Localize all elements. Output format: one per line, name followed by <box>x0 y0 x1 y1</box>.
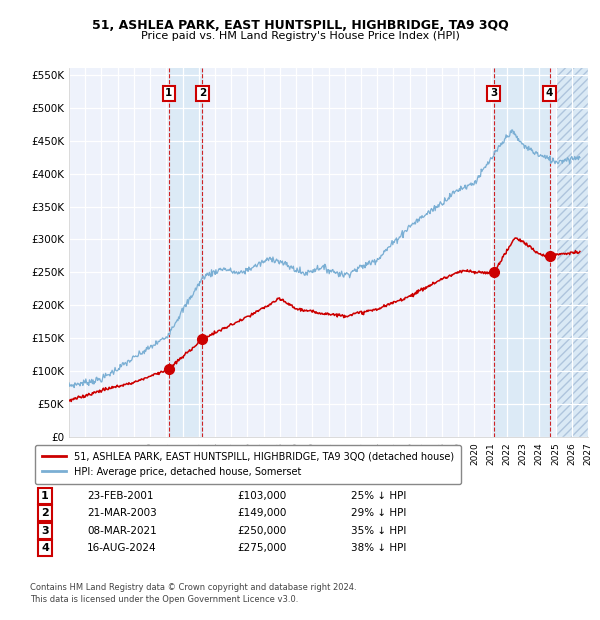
Text: £103,000: £103,000 <box>237 491 286 501</box>
Text: This data is licensed under the Open Government Licence v3.0.: This data is licensed under the Open Gov… <box>30 595 298 604</box>
Text: 35% ↓ HPI: 35% ↓ HPI <box>351 526 406 536</box>
Text: 2: 2 <box>41 508 49 518</box>
Text: Price paid vs. HM Land Registry's House Price Index (HPI): Price paid vs. HM Land Registry's House … <box>140 31 460 41</box>
Text: £275,000: £275,000 <box>237 543 286 553</box>
Text: 38% ↓ HPI: 38% ↓ HPI <box>351 543 406 553</box>
Bar <box>494 68 550 437</box>
Bar <box>169 68 202 437</box>
Text: 23-FEB-2001: 23-FEB-2001 <box>87 491 154 501</box>
Text: 1: 1 <box>41 491 49 501</box>
Text: 08-MAR-2021: 08-MAR-2021 <box>87 526 157 536</box>
Text: 16-AUG-2024: 16-AUG-2024 <box>87 543 157 553</box>
Bar <box>556 68 588 437</box>
Text: 29% ↓ HPI: 29% ↓ HPI <box>351 508 406 518</box>
Text: £149,000: £149,000 <box>237 508 286 518</box>
Text: 21-MAR-2003: 21-MAR-2003 <box>87 508 157 518</box>
Text: £250,000: £250,000 <box>237 526 286 536</box>
Legend: 51, ASHLEA PARK, EAST HUNTSPILL, HIGHBRIDGE, TA9 3QQ (detached house), HPI: Aver: 51, ASHLEA PARK, EAST HUNTSPILL, HIGHBRI… <box>35 445 461 484</box>
Text: 25% ↓ HPI: 25% ↓ HPI <box>351 491 406 501</box>
Text: 3: 3 <box>41 526 49 536</box>
Text: Contains HM Land Registry data © Crown copyright and database right 2024.: Contains HM Land Registry data © Crown c… <box>30 583 356 592</box>
Text: 2: 2 <box>199 88 206 98</box>
Text: 51, ASHLEA PARK, EAST HUNTSPILL, HIGHBRIDGE, TA9 3QQ: 51, ASHLEA PARK, EAST HUNTSPILL, HIGHBRI… <box>92 19 508 32</box>
Text: 4: 4 <box>41 543 49 553</box>
Text: 3: 3 <box>490 88 497 98</box>
Text: 1: 1 <box>165 88 172 98</box>
Text: 4: 4 <box>546 88 553 98</box>
